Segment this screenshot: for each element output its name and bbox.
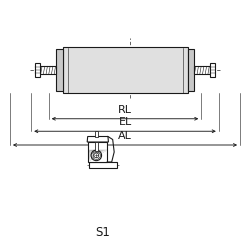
Polygon shape <box>87 136 108 142</box>
Circle shape <box>94 153 99 158</box>
Bar <box>62 48 188 92</box>
Bar <box>95 131 98 136</box>
Bar <box>95 142 98 151</box>
Bar <box>88 142 107 162</box>
Bar <box>35 63 40 77</box>
Circle shape <box>91 150 102 161</box>
Bar <box>210 63 215 77</box>
Bar <box>40 66 56 74</box>
Text: EL: EL <box>118 117 132 127</box>
Bar <box>194 66 210 74</box>
Bar <box>56 50 62 90</box>
Text: AL: AL <box>118 131 132 141</box>
Bar <box>89 162 118 168</box>
Bar <box>188 50 194 90</box>
Text: S1: S1 <box>95 226 110 239</box>
Text: RL: RL <box>118 105 132 115</box>
